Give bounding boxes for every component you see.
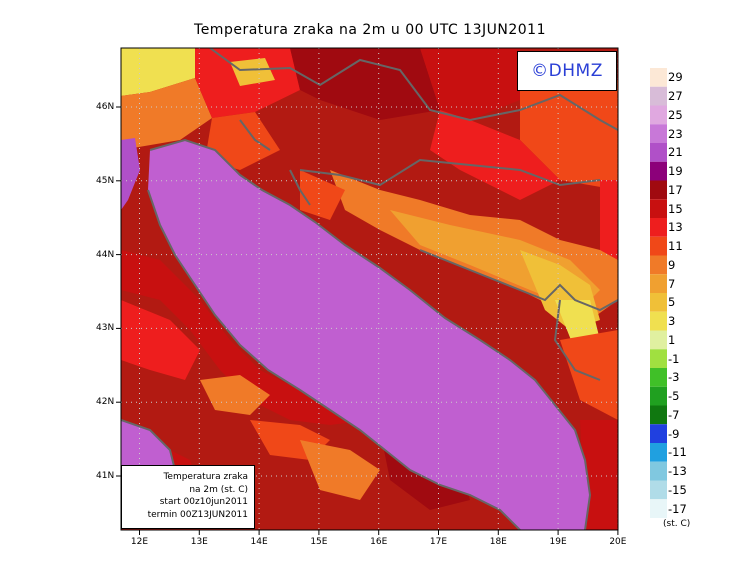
- info-line: start 00z10jun2011: [159, 497, 248, 507]
- info-line: termin 00Z13JUN2011: [147, 509, 248, 520]
- colorbar-label: -13: [668, 464, 687, 479]
- latitude-label: 41N: [96, 471, 115, 481]
- colorbar-swatch: [650, 311, 667, 331]
- colorbar-swatch: [650, 236, 667, 256]
- latitude-label: 45N: [96, 175, 115, 186]
- tyrrhenian-sea: [121, 420, 175, 470]
- colorbar-swatch: [650, 405, 667, 425]
- colorbar-swatch: [650, 255, 667, 275]
- map-title: Temperatura zraka na 2m u 00 UTC 13JUN20…: [194, 22, 546, 38]
- colorbar-swatch: [650, 368, 667, 387]
- colorbar-unit: (st. C): [663, 519, 691, 529]
- colorbar-label: 11: [668, 239, 683, 254]
- adriatic-sea: [148, 140, 590, 530]
- colorbar-label: -1: [668, 351, 680, 366]
- colorbar-swatch: [650, 480, 667, 500]
- colorbar-swatch: [650, 424, 667, 443]
- colorbar-label: 27: [668, 89, 683, 104]
- longitude-label: 13E: [190, 537, 208, 547]
- colorbar-swatch: [650, 461, 667, 481]
- info-box: Temperatura zraka na 2m (st. C) start 00…: [121, 465, 255, 529]
- colorbar-label: -3: [668, 370, 680, 385]
- colorbar-label: -7: [668, 407, 680, 422]
- colorbar-swatch: [650, 105, 667, 125]
- colorbar-label: 13: [668, 220, 683, 235]
- colorbar-swatch: [650, 143, 667, 162]
- info-line: na 2m (st. C): [189, 484, 248, 495]
- colorbar-swatch: [650, 68, 667, 87]
- colorbar-label: 23: [668, 126, 683, 141]
- colorbar-label: -17: [668, 501, 687, 516]
- longitude-label: 14E: [250, 537, 268, 547]
- info-line: Temperatura zraka: [163, 472, 248, 482]
- colorbar-label: 29: [668, 70, 683, 85]
- longitude-label: 15E: [310, 537, 328, 547]
- colorbar-label: -15: [668, 482, 687, 497]
- colorbar-swatch: [650, 443, 667, 462]
- colorbar-swatch: [650, 161, 667, 181]
- map-frame: [120, 47, 619, 531]
- axis-ticks: [116, 106, 619, 535]
- colorbar-label: 15: [668, 201, 683, 216]
- colorbar-label: 25: [668, 107, 683, 122]
- colorbar-swatch: [650, 386, 667, 406]
- colorbar-label: 17: [668, 182, 683, 197]
- colorbar-label: -5: [668, 389, 680, 404]
- colorbar-label: -9: [668, 426, 680, 441]
- latitude-label: 44N: [96, 249, 115, 260]
- map-field: [121, 48, 618, 530]
- colorbar-swatch: [650, 199, 667, 218]
- colorbar-swatch: [650, 349, 667, 368]
- colorbar-swatch: [650, 274, 667, 293]
- copyright-label: ©DHMZ: [517, 51, 617, 91]
- colorbar-swatch: [650, 499, 667, 518]
- colorbar-label: 3: [668, 314, 676, 329]
- colorbar-swatch: [650, 330, 667, 350]
- colorbar-swatch: [650, 86, 667, 106]
- longitude-label: 20E: [609, 537, 627, 547]
- colorbar-label: 21: [668, 145, 683, 160]
- colorbar-label: -11: [668, 445, 687, 460]
- colorbar-swatch: [650, 180, 667, 200]
- colorbar-swatch: [650, 124, 667, 143]
- colorbar: [650, 68, 667, 518]
- colorbar-label: 1: [668, 332, 676, 347]
- temperature-patches: [121, 48, 618, 530]
- colorbar-swatch: [650, 293, 667, 312]
- longitude-label: 18E: [489, 537, 507, 547]
- colorbar-label: 9: [668, 257, 676, 272]
- colorbar-label: 5: [668, 295, 676, 310]
- longitude-label: 12E: [130, 537, 149, 547]
- colorbar-label: 19: [668, 164, 683, 179]
- longitude-label: 16E: [370, 537, 388, 547]
- longitude-label: 19E: [549, 537, 567, 547]
- colorbar-label: 7: [668, 276, 676, 291]
- longitude-label: 17E: [429, 537, 448, 547]
- latitude-label: 43N: [96, 323, 115, 334]
- coastlines: [121, 48, 618, 530]
- latitude-label: 46N: [96, 102, 115, 112]
- latitude-label: 42N: [96, 397, 115, 408]
- colorbar-swatch: [650, 218, 667, 237]
